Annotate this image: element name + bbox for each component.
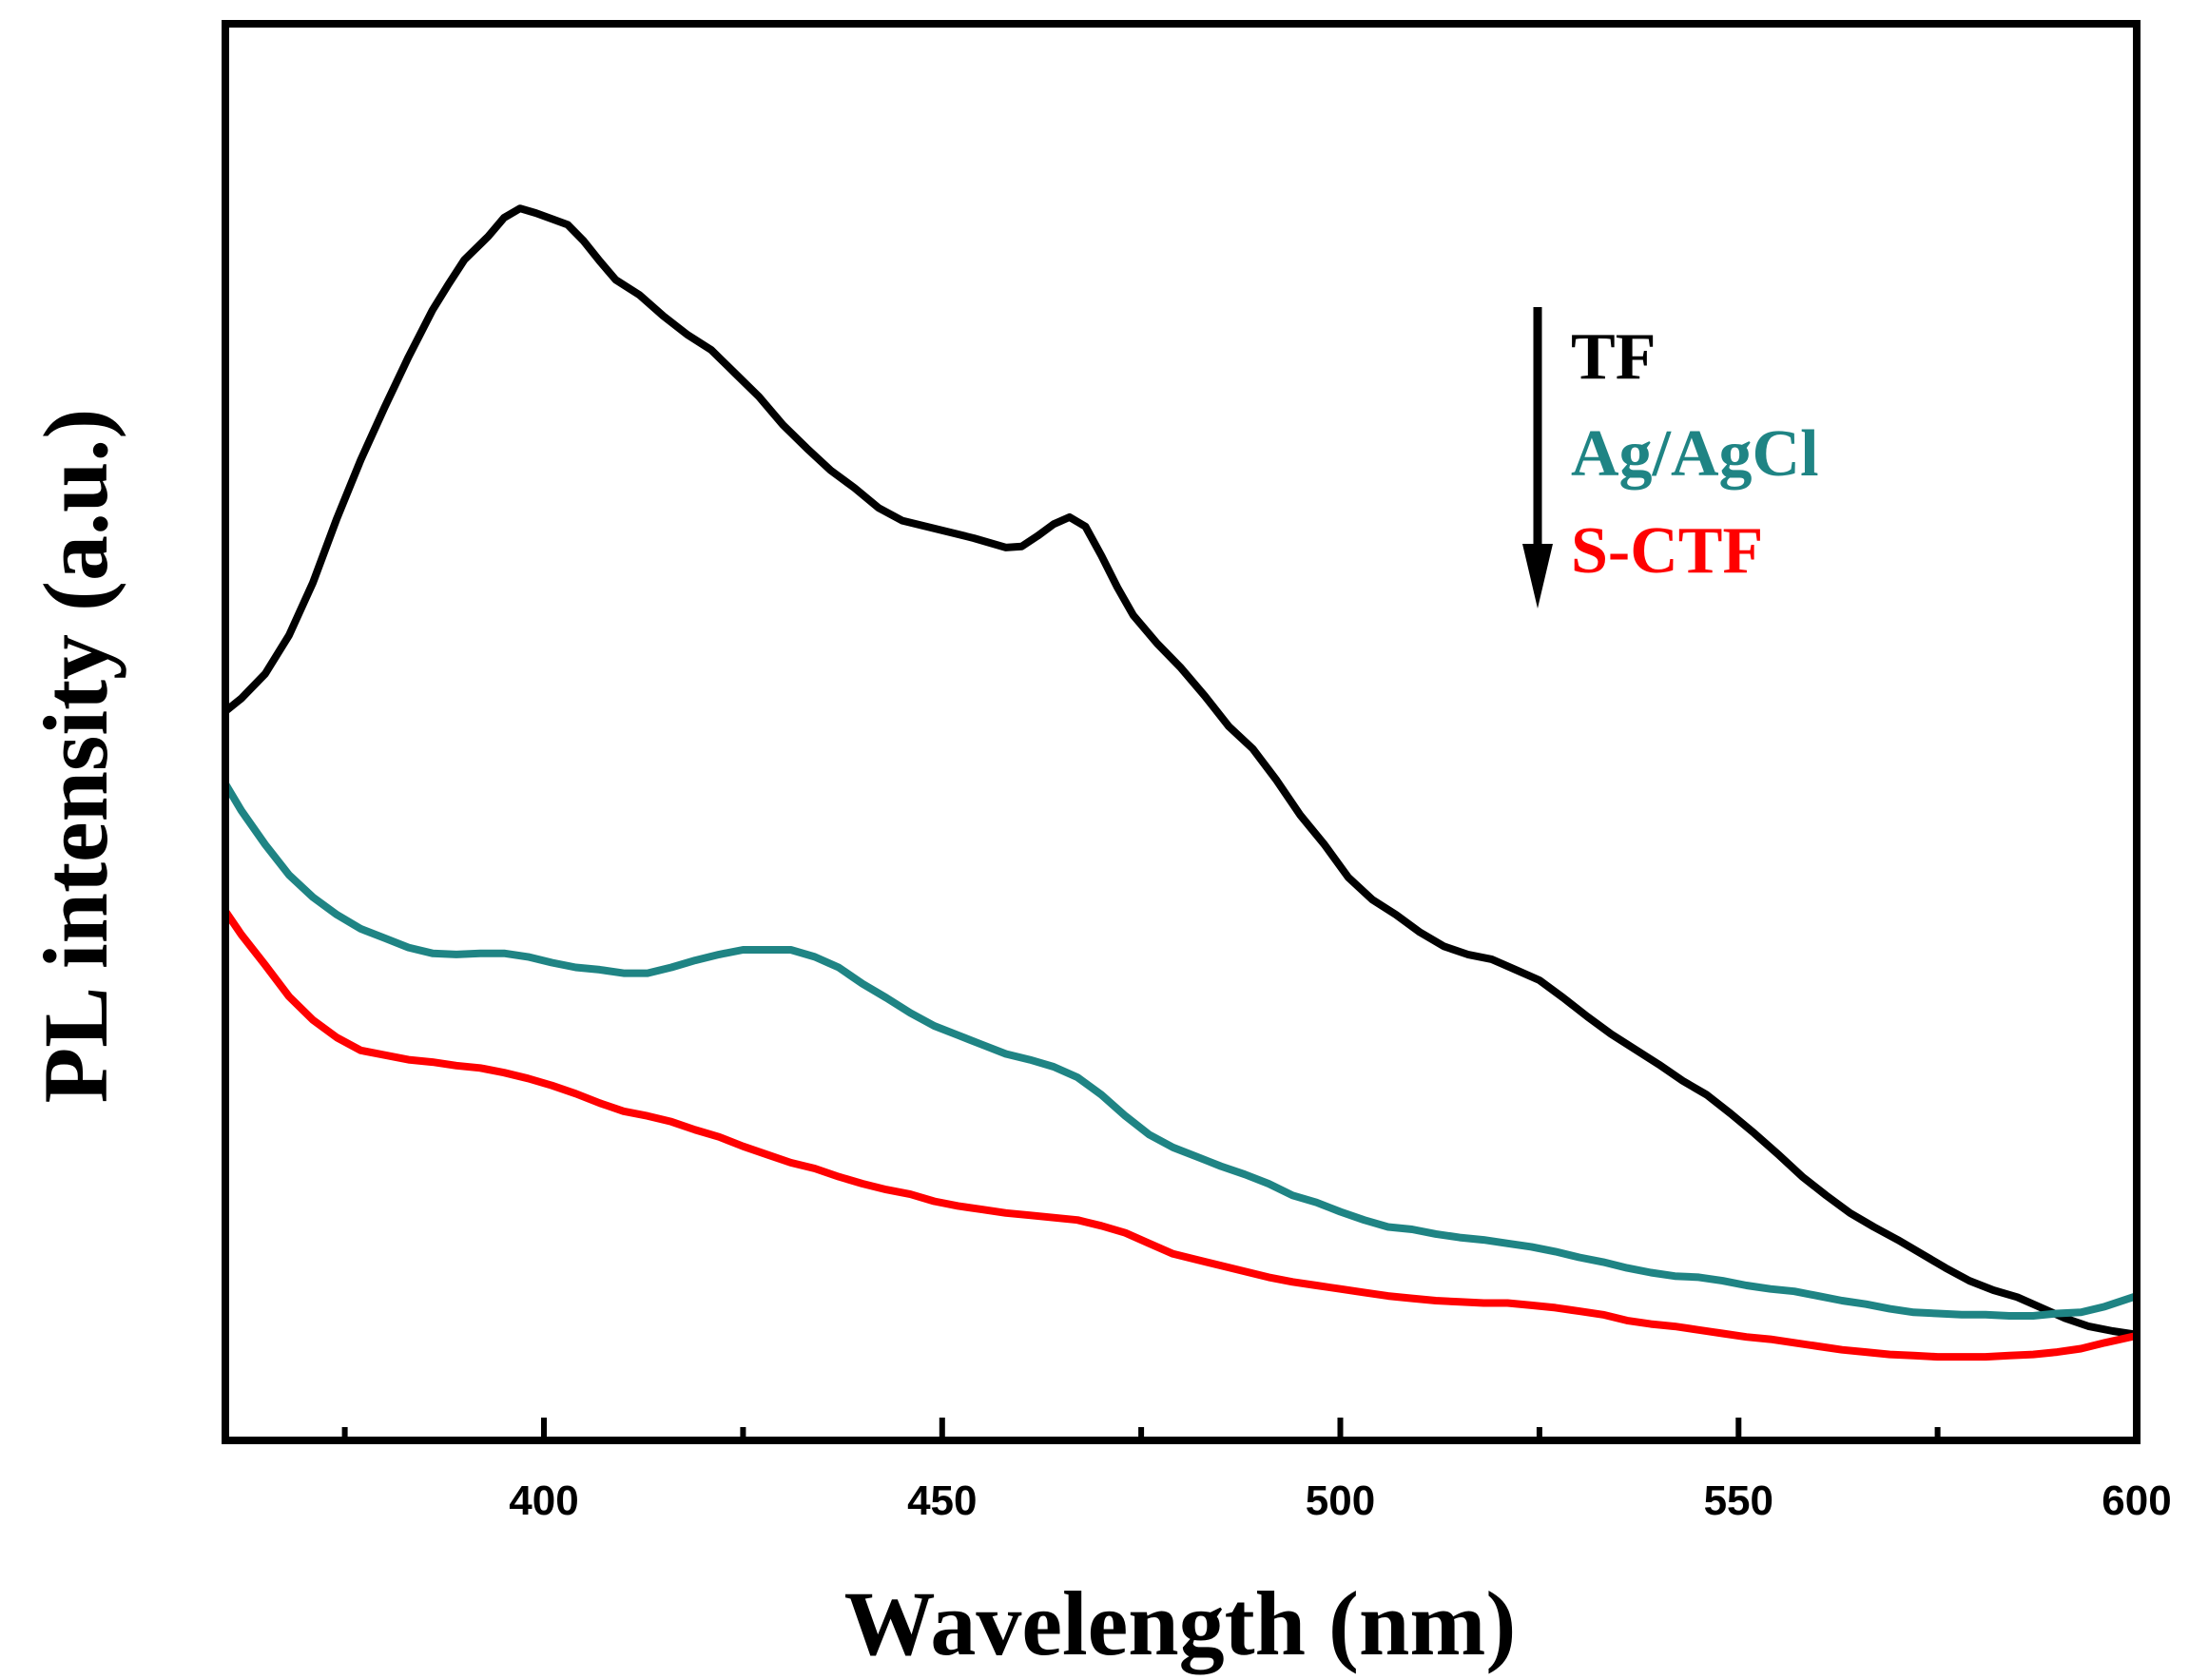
- x-tick-label: 600: [2102, 1477, 2171, 1524]
- x-tick-label: 450: [907, 1477, 977, 1524]
- series-line-tf: [222, 204, 2141, 1339]
- legend: TF Ag/AgCl S-CTF: [1522, 307, 1819, 608]
- x-tick-label: 400: [509, 1477, 578, 1524]
- legend-item-ag-agcl: Ag/AgCl: [1571, 417, 1819, 491]
- series-layer: [222, 204, 2141, 1361]
- x-tick-label: 500: [1306, 1477, 1375, 1524]
- series-line-s-ctf: [222, 907, 2141, 1361]
- x-axis-ticks: [341, 1418, 1941, 1440]
- series-line-ag-agcl: [222, 780, 2141, 1320]
- y-axis-title: PL intensity (a.u.): [25, 409, 126, 1104]
- x-axis-title: Wavelength (nm): [844, 1573, 1517, 1674]
- trend-arrow-head: [1522, 544, 1553, 608]
- x-tick-label: 550: [1704, 1477, 1773, 1524]
- x-axis-tick-labels: 400 450 500 550 600: [509, 1477, 2171, 1524]
- legend-item-s-ctf: S-CTF: [1571, 514, 1763, 588]
- legend-item-tf: TF: [1571, 320, 1656, 394]
- plot-frame: [222, 20, 2141, 1444]
